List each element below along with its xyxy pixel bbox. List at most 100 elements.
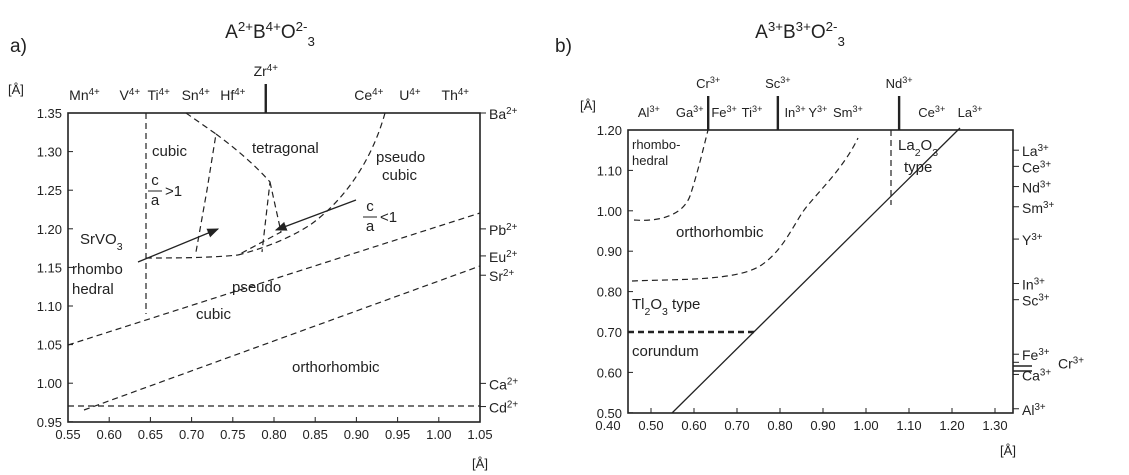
ion-label: Mn4+ (69, 87, 100, 104)
x-tick-label: 0.65 (138, 427, 163, 442)
region-label: Tl2O3 type (632, 296, 700, 318)
ratio-num: c (151, 172, 159, 189)
text-part: Mn (69, 87, 88, 103)
text-part: Cd (489, 400, 507, 416)
ion-label: Sc3+ (1022, 292, 1050, 309)
sup-part: 3+ (972, 104, 982, 114)
ion-label: Y3+ (1022, 232, 1043, 249)
region-label: tetragonal (252, 140, 319, 157)
x-tick-label: 0.55 (55, 427, 80, 442)
plot-frame (627, 129, 1014, 414)
sup-part: 3+ (710, 75, 720, 85)
text-part: Ca (489, 376, 507, 392)
ion-label: U4+ (399, 87, 421, 104)
y-tick-label: 0.90 (597, 244, 622, 259)
x-tick-label: 1.05 (467, 427, 492, 442)
y-tick-label: 1.20 (37, 222, 62, 237)
region-label: cubic (382, 167, 418, 184)
text-part: La (898, 137, 915, 154)
ion-label: Ce3+ (1022, 159, 1051, 176)
y-tick-label: 1.35 (37, 106, 62, 121)
sub-part: 3 (307, 34, 314, 49)
sup-part: 4+ (458, 87, 469, 98)
ion-label: Sn4+ (182, 87, 211, 104)
ion-label: Ba2+ (489, 106, 518, 123)
ion-label: Cd2+ (489, 399, 518, 416)
y-tick-label: 1.00 (37, 376, 62, 391)
text-part: Y (808, 105, 817, 120)
text-part: Zr (254, 63, 268, 79)
ion-label: Ti4+ (147, 87, 170, 104)
text-part: Nd (886, 76, 903, 91)
ion-label: Zr4+ (254, 63, 279, 80)
x-tick-label: 1.20 (939, 418, 964, 433)
text-part: In (784, 105, 795, 120)
sup-part: 2+ (507, 399, 518, 410)
ion-label: Sc3+ (765, 75, 791, 91)
sup-part: 3+ (1038, 292, 1049, 303)
sup-part: 3+ (1040, 159, 1051, 170)
x-tick-label: 0.90 (810, 418, 835, 433)
ratio-den: a (366, 218, 375, 235)
ion-label: Al3+ (1022, 401, 1046, 418)
sup-part: 2+ (238, 19, 253, 34)
region-label: cubic (196, 306, 232, 323)
sup-part: 3+ (726, 104, 736, 114)
sup-part: 3+ (853, 104, 863, 114)
sup-part: 3+ (1040, 367, 1051, 378)
panel-title: A3+B3+O2-3 (755, 19, 845, 49)
sup-part: 4+ (89, 87, 100, 98)
x-tick-label: 0.95 (385, 427, 410, 442)
sup-part: 2+ (506, 221, 517, 232)
y-tick-label: 1.20 (597, 123, 622, 138)
ion-label: Nd3+ (886, 75, 913, 91)
ion-label: Ca2+ (489, 376, 518, 393)
ion-label: Ca3+ (1022, 367, 1051, 384)
ion-label: In3+ (784, 104, 805, 120)
sup-part: 4+ (199, 87, 210, 98)
ion-label: Sm3+ (833, 104, 863, 120)
y-tick-label: 0.50 (597, 406, 622, 421)
text-part: Al (1022, 402, 1034, 418)
text-part: V (120, 87, 130, 103)
text-part: Eu (489, 249, 506, 265)
y-tick-label: 1.10 (597, 163, 622, 178)
x-tick-label: 0.40 (595, 418, 620, 433)
sub-part: 2 (915, 147, 921, 159)
x-tick-label: 1.00 (426, 427, 451, 442)
ion-label: Fe3+ (711, 104, 737, 120)
y-unit: [Å] (8, 82, 24, 97)
panel-letter: a) (10, 36, 27, 57)
text-part: Sm (833, 105, 853, 120)
text-part: Sn (182, 87, 199, 103)
sub-part: 3 (117, 241, 123, 253)
ion-label: Cr3+ (1058, 355, 1084, 372)
y-tick-label: 1.15 (37, 260, 62, 275)
sup-part: 4+ (266, 19, 281, 34)
region-label: corundum (632, 343, 699, 360)
sup-part: 4+ (372, 87, 383, 98)
text-part: O (281, 22, 296, 43)
ion-label: Pb2+ (489, 221, 518, 238)
sup-part: 2+ (503, 268, 514, 279)
text-part: Sr (489, 268, 503, 284)
ion-label: Ti3+ (742, 104, 763, 120)
text-part: Sc (1022, 293, 1038, 309)
sup-part: 4+ (159, 87, 170, 98)
sub-part: 2 (645, 306, 651, 318)
text-part: In (1022, 277, 1034, 293)
region-label: orthorhombic (292, 359, 380, 376)
sup-part: 3+ (1031, 232, 1042, 243)
sup-part: 3+ (817, 104, 827, 114)
region-label: cubic (152, 143, 188, 160)
text-part: U (399, 87, 409, 103)
sup-part: 3+ (780, 75, 790, 85)
text-part: La (1022, 143, 1038, 159)
x-unit: [Å] (472, 456, 488, 471)
text-part: Ti (742, 105, 752, 120)
ion-label: V4+ (120, 87, 141, 104)
y-tick-label: 0.95 (37, 415, 62, 430)
text-part: Ca (1022, 367, 1040, 383)
ion-label: In3+ (1022, 276, 1045, 293)
